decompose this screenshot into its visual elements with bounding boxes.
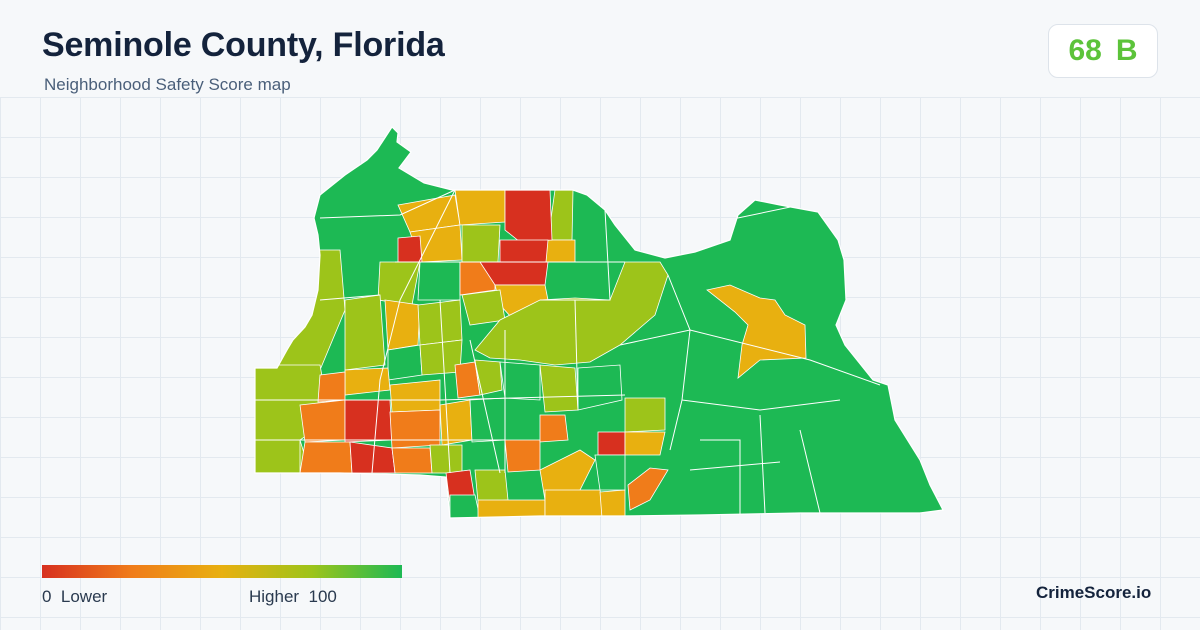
safety-score-grade: B [1115,34,1138,67]
legend-color-scale [42,565,402,578]
page-title: Seminole County, Florida [42,26,445,64]
map-region [344,367,391,396]
county-regions [255,127,943,518]
map-region [594,454,626,491]
map-region [299,399,346,443]
county-outline [254,126,944,519]
map-region [397,235,423,263]
map-region [504,189,553,243]
map-region [344,294,386,371]
map-region [469,397,506,443]
map-region [417,261,461,301]
map-region [299,441,353,474]
tract-border [689,461,781,471]
map-region [439,399,473,446]
tract-border [700,439,741,515]
tract-border [619,329,881,386]
page-subtitle: Neighborhood Safety Score map [44,75,291,94]
map-region [387,344,423,381]
tract-border [469,339,501,474]
legend-high-label: Higher 100 [249,587,337,606]
tract-border [255,394,626,401]
map-region [474,359,503,396]
map-region [454,189,506,226]
tract-border [371,189,456,474]
map-region [597,431,626,456]
map-region [384,299,421,351]
map-region [474,469,509,503]
map-region [624,397,666,433]
safety-score-badge: 68 B [1048,24,1158,78]
tract-border [319,294,381,301]
tract-border [667,274,691,451]
safety-score-value: 68 [1068,34,1102,67]
map-region [391,447,433,474]
tract-border [681,399,841,411]
tract-border [319,189,456,219]
map-region [627,467,669,511]
map-region [344,399,393,443]
map-region [389,379,441,413]
map-region [544,489,606,518]
map-region [461,289,506,326]
map-region [255,439,301,474]
legend-low-label: 0 Lower [42,587,108,606]
map-region [449,494,481,518]
tract-border [799,429,821,514]
map-region [429,444,463,474]
map-region [477,499,546,518]
map-region [539,364,579,413]
map-region [317,371,346,403]
tract-border [574,299,579,411]
map-region [499,239,549,263]
map-region [539,449,596,501]
tract-border [540,209,611,301]
map-region [624,431,666,456]
map-region [544,239,576,263]
map-region [389,409,441,449]
map-region [539,414,569,443]
tract-border [439,299,451,474]
map-region [504,439,541,473]
map-region [499,361,541,401]
brand-logo-text: CrimeScore.io [1036,583,1152,602]
map-region [599,489,626,518]
map-region [461,224,501,263]
map-region [706,284,807,379]
